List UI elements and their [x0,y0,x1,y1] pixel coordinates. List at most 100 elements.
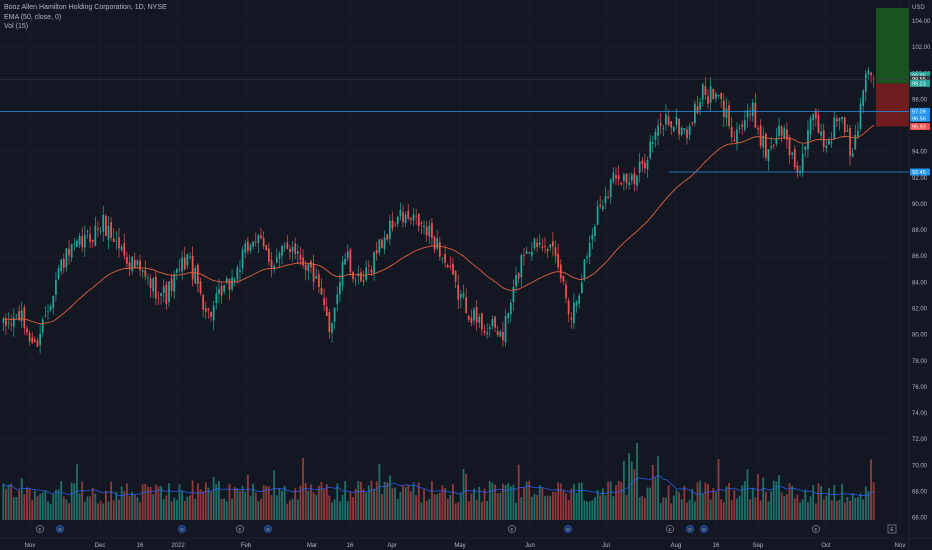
candle [339,273,341,303]
candle [199,277,202,296]
volume-bar [825,495,828,520]
earnings-icon[interactable]: E [812,525,820,533]
volume-bar [12,497,15,520]
volume-bar [801,499,804,520]
candle [144,260,147,281]
dividend-icon[interactable]: D [700,525,708,533]
candle [449,256,452,271]
candle-body [265,245,268,251]
volume-bar [743,481,746,520]
volume-bar [60,480,63,520]
earnings-icon[interactable]: E [36,525,44,533]
candle [825,139,828,153]
volume-bar [202,491,205,520]
candle-body [704,86,707,95]
volume-bar [665,497,667,520]
event-icon-letter: D [58,527,62,532]
candle-body [139,260,141,271]
candle [49,303,52,313]
volume-bar [310,484,312,520]
candle-body [18,310,20,320]
candle-body [788,137,791,156]
legend-vol[interactable]: Vol (15) [4,23,29,30]
candle-body [575,301,578,307]
earnings-icon[interactable]: E [508,525,516,533]
candle [215,286,218,310]
candle-body [425,226,428,235]
candle-body [286,242,289,249]
candle-body [775,137,778,144]
time-tick: 16 [137,543,144,549]
candle-body [81,236,84,247]
candle-body [36,340,39,347]
earnings-icon[interactable]: E [236,525,244,533]
volume-bar [478,486,481,520]
volume-bar [365,492,368,520]
earnings-icon[interactable]: E [666,525,674,533]
candle-body [494,316,496,328]
candle-body [436,238,439,249]
candle-body [814,110,817,119]
volume-bar [820,485,823,520]
volume-bar [559,483,562,520]
dividend-icon[interactable]: D [178,525,186,533]
candle-body [296,251,299,255]
candle [841,116,843,124]
profit-zone[interactable] [876,8,909,84]
candle-body [646,160,649,170]
candle [136,258,139,268]
candle-body [91,239,94,242]
dividend-icon[interactable]: D [56,525,64,533]
candle [733,130,736,143]
dividend-icon[interactable]: D [686,525,694,533]
candle [110,217,112,241]
candle [354,276,357,287]
volume-bar [633,469,636,520]
volume-bar [344,481,347,520]
volume-bar [835,500,838,520]
volume-bar [133,495,136,520]
legend-title[interactable]: Booz Allen Hamilton Holding Corporation,… [4,4,167,11]
volume-bar [225,501,228,520]
volume-bar [854,497,857,520]
candle [709,76,712,112]
volume-bar [649,487,652,520]
legend-ema[interactable]: EMA (50, close, 0) [4,13,62,21]
volume-bar [646,487,649,520]
time-axis[interactable]: Nov Dec 16 2022 Feb Mar 16 Apr May Jun Jul Aug 16 Sep… [0,537,932,549]
candle [609,178,612,204]
dividend-icon[interactable]: D [264,525,272,533]
candle-body [304,264,307,271]
candle [796,161,799,178]
volume-bar [252,483,255,520]
volume-bar [31,499,34,520]
candle [165,281,168,311]
candle-body [580,282,583,294]
candle [302,249,304,269]
volume-bar [357,480,360,520]
horizontal-lines[interactable] [0,78,909,173]
risk-reward-zones[interactable] [876,8,909,127]
candle [52,295,55,315]
dividend-icon-circle [564,525,572,533]
candle-body [544,245,546,247]
dividend-icon-circle [686,525,694,533]
candle-body [559,264,562,279]
log-toggle-icon[interactable]: E [887,524,897,534]
candle-body [591,234,594,240]
candle-body [862,90,865,106]
candle [446,263,449,268]
candle [496,325,499,338]
candle [186,253,189,270]
candle [175,267,178,281]
dividend-icon[interactable]: D [564,525,572,533]
volume-bar [196,483,199,520]
loss-zone[interactable] [876,83,909,127]
candle [317,269,320,294]
candle-body [712,88,715,100]
volume-bar [241,485,244,520]
candle [333,307,336,330]
volume-bar [714,492,717,520]
